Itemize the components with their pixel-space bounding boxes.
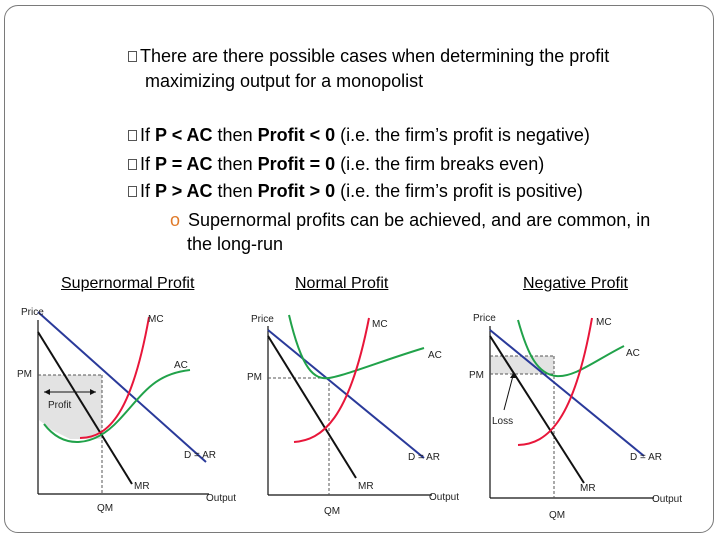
case-then: then [212,154,258,174]
caption-negative: Negative Profit [523,275,628,292]
case-condition: P > AC [155,181,213,201]
case-result: Profit > 0 [257,181,336,201]
profit-label: Profit [48,400,72,411]
ac-label: AC [626,348,640,359]
sub-bullet-marker: o [170,210,181,230]
demand-label: D = AR [408,452,440,463]
qm-label: QM [97,503,113,514]
profit-area [39,375,102,439]
intro-bullet: There are there possible cases when dete… [128,45,609,67]
case-bullet-positive: If P > AC then Profit > 0 (i.e. the firm… [128,180,583,202]
case-result: Profit = 0 [257,154,336,174]
sub-bullet-line-2-wrap: the long-run [187,233,283,255]
output-label: Output [652,494,682,505]
case-condition: P < AC [155,125,213,145]
intro-line-2: maximizing output for a monopolist [145,71,424,91]
case-prefix: If [140,125,156,145]
case-bullet-breakeven: If P = AC then Profit = 0 (i.e. the firm… [128,153,544,175]
loss-label: Loss [492,416,513,427]
pm-label: PM [17,369,32,380]
demand-curve [489,329,645,457]
ac-curve [288,314,425,380]
bullet-glyph-icon [128,51,137,62]
mr-label: MR [358,481,374,492]
arrow-right-icon [90,389,96,395]
arrow-up-icon [510,372,516,378]
case-note: (i.e. the firm breaks even) [335,154,545,174]
output-label: Output [206,493,236,504]
mc-curve [79,316,150,439]
price-label: Price [21,307,44,318]
pm-label: PM [247,372,262,383]
sub-bullet-line-2: the long-run [187,234,284,254]
mc-label: MC [148,314,164,325]
ac-curve [517,319,625,378]
case-prefix: If [140,181,156,201]
mc-label: MC [372,319,388,330]
output-label: Output [429,492,459,503]
graph-supernormal-profit: Price PM QM Output MC AC D = AR MR Profi… [17,307,236,514]
bullet-glyph-icon [128,130,137,141]
mr-curve [267,335,357,479]
demand-curve [267,329,425,459]
price-label: Price [473,313,496,324]
ac-label: AC [174,360,188,371]
mr-curve [37,331,133,485]
demand-curve [37,311,207,463]
bullet-glyph-icon [128,186,137,197]
sub-bullet-line-1: Supernormal profits can be achieved, and… [188,210,651,230]
case-note: (i.e. the firm’s profit is positive) [335,181,583,201]
demand-label: D = AR [630,452,662,463]
qm-label: QM [324,506,340,517]
case-prefix: If [140,154,156,174]
case-condition: P = AC [155,154,213,174]
graph-normal-profit: Price PM QM Output MC AC D = AR MR [247,314,459,517]
qm-label: QM [549,510,565,521]
loss-pointer [503,371,515,411]
case-note: (i.e. the firm’s profit is negative) [335,125,590,145]
case-then: then [212,125,258,145]
bullet-glyph-icon [128,159,137,170]
mr-curve [489,335,585,484]
caption-normal: Normal Profit [295,275,389,292]
mc-label: MC [596,317,612,328]
case-then: then [212,181,258,201]
demand-label: D = AR [184,450,216,461]
intro-line-1: There are there possible cases when dete… [140,46,610,66]
intro-line-2-wrap: maximizing output for a monopolist [145,70,423,92]
mr-label: MR [134,481,150,492]
pm-label: PM [469,370,484,381]
arrow-left-icon [44,389,50,395]
case-result: Profit < 0 [257,125,336,145]
ac-label: AC [428,350,442,361]
graph-negative-profit: Price PM QM Output MC AC D = AR MR Loss [469,313,682,521]
ac-curve [43,369,191,443]
mc-curve [517,317,593,446]
sub-bullet: o Supernormal profits can be achieved, an… [170,209,650,231]
caption-supernormal: Supernormal Profit [61,275,195,292]
mr-label: MR [580,483,596,494]
slide-frame [4,5,714,533]
mc-curve [293,317,370,443]
case-bullet-negative: If P < AC then Profit < 0 (i.e. the firm… [128,124,590,146]
price-label: Price [251,314,274,325]
